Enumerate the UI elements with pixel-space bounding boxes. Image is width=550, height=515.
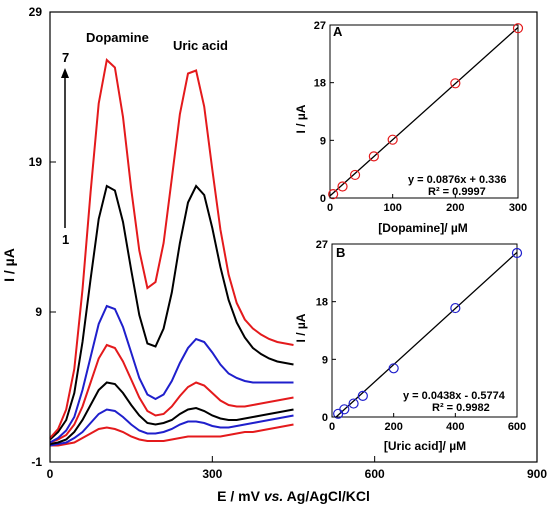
inset-a-r2: R² = 0.9997 bbox=[428, 186, 486, 198]
voltammogram-curve-7 bbox=[49, 58, 294, 439]
inset-b-data-point bbox=[348, 398, 359, 409]
inset-b-equation: y = 0.0438x - 0.5774 bbox=[403, 390, 506, 402]
voltammogram-curve-3 bbox=[49, 381, 294, 445]
inset-b-x-tick-label: 400 bbox=[446, 421, 464, 433]
trend-arrow bbox=[61, 68, 69, 228]
inset-b-plot-frame bbox=[331, 243, 518, 418]
inset-b-r2: R² = 0.9982 bbox=[432, 402, 490, 414]
main-plot-frame bbox=[49, 11, 538, 463]
inset-a-data-point bbox=[450, 78, 461, 89]
main-x-tick-label: 300 bbox=[202, 467, 222, 481]
voltammogram-curve-5 bbox=[49, 304, 294, 444]
uric-acid-peak-label: Uric acid bbox=[173, 38, 228, 53]
inset-b-data-point bbox=[388, 363, 399, 374]
arrow-top-label: 7 bbox=[62, 50, 69, 65]
arrow-bottom-label: 1 bbox=[62, 232, 69, 247]
dopamine-peak-label: Dopamine bbox=[86, 30, 149, 45]
inset-a-y-tick-label: 0 bbox=[320, 193, 326, 205]
inset-b-data-point bbox=[450, 302, 461, 314]
inset-a-x-tick-label: 0 bbox=[327, 202, 333, 214]
main-x-axis-label: E / mV vs. Ag/AgCl/KCl bbox=[217, 488, 370, 504]
voltammogram-curve-1 bbox=[50, 423, 294, 447]
inset-a-y-tick-label: 27 bbox=[314, 20, 326, 32]
inset-chart-a: 0 100 200 300 0 9 18 27 bbox=[314, 20, 527, 214]
main-x-tick-label: 0 bbox=[47, 467, 54, 481]
inset-a-y-tick-label: 9 bbox=[320, 135, 326, 147]
main-x-tick-label: 600 bbox=[365, 467, 385, 481]
inset-a-equation: y = 0.0876x + 0.336 bbox=[408, 174, 506, 186]
main-y-axis-label: I / µA bbox=[1, 248, 17, 282]
main-y-tick-label: 29 bbox=[29, 5, 43, 19]
inset-b-data-point bbox=[339, 404, 350, 415]
inset-b-y-tick-label: 0 bbox=[322, 412, 328, 424]
main-y-tick-label: 19 bbox=[29, 155, 43, 169]
inset-a-x-tick-label: 200 bbox=[446, 202, 464, 214]
inset-b-y-tick-label: 18 bbox=[316, 297, 328, 309]
inset-a-data-point bbox=[337, 181, 348, 192]
inset-b-x-axis-label: [Uric acid]/ µM bbox=[384, 439, 466, 453]
inset-a-x-axis-label: [Dopamine]/ µM bbox=[378, 221, 468, 235]
inset-a-y-tick-label: 18 bbox=[314, 78, 326, 90]
inset-a-data-point bbox=[328, 189, 339, 200]
inset-a-data-point bbox=[368, 151, 379, 162]
inset-a-y-axis-label: I / µA bbox=[294, 104, 308, 133]
inset-a-x-tick-label: 100 bbox=[383, 202, 401, 214]
inset-a-x-tick-label: 300 bbox=[509, 202, 527, 214]
inset-b-data-point bbox=[511, 247, 523, 259]
inset-a-data-point bbox=[349, 169, 361, 181]
voltammogram-curve-4 bbox=[49, 343, 294, 444]
main-y-tick-label: 9 bbox=[35, 305, 42, 319]
main-x-tick-label: 900 bbox=[527, 467, 547, 481]
inset-b-data-point bbox=[357, 390, 368, 401]
inset-b-y-axis-label: I / µA bbox=[294, 313, 308, 342]
voltammogram-curve-6 bbox=[49, 184, 294, 441]
inset-a-fit-line bbox=[329, 26, 519, 197]
inset-b-x-tick-label: 200 bbox=[384, 421, 402, 433]
inset-a-data-point bbox=[387, 134, 398, 145]
inset-b-fit-line bbox=[335, 251, 518, 418]
main-y-tick-label: -1 bbox=[31, 455, 42, 469]
inset-b-y-tick-label: 27 bbox=[316, 239, 328, 251]
inset-b-x-tick-label: 600 bbox=[508, 421, 526, 433]
inset-chart-b: 0 200 400 600 0 9 18 27 bbox=[316, 239, 526, 433]
inset-a-panel-label: A bbox=[333, 24, 343, 39]
inset-b-x-tick-label: 0 bbox=[329, 421, 335, 433]
inset-b-y-tick-label: 9 bbox=[322, 354, 328, 366]
voltammogram-curve-2 bbox=[49, 408, 294, 447]
inset-a-data-point bbox=[512, 23, 524, 34]
inset-b-panel-label: B bbox=[336, 245, 345, 260]
